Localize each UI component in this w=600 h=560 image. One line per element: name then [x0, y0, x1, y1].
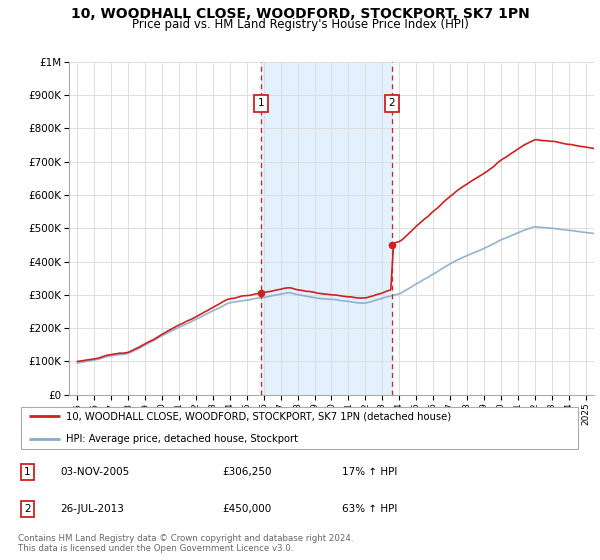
Text: 10, WOODHALL CLOSE, WOODFORD, STOCKPORT, SK7 1PN: 10, WOODHALL CLOSE, WOODFORD, STOCKPORT,…: [71, 7, 529, 21]
Text: £306,250: £306,250: [222, 467, 271, 477]
Text: Contains HM Land Registry data © Crown copyright and database right 2024.
This d: Contains HM Land Registry data © Crown c…: [18, 534, 353, 553]
Text: 03-NOV-2005: 03-NOV-2005: [60, 467, 129, 477]
Text: 2: 2: [24, 504, 31, 514]
Text: Price paid vs. HM Land Registry's House Price Index (HPI): Price paid vs. HM Land Registry's House …: [131, 18, 469, 31]
FancyBboxPatch shape: [21, 407, 578, 449]
Bar: [261, 62, 392, 395]
Text: 63% ↑ HPI: 63% ↑ HPI: [342, 504, 397, 514]
Text: 1: 1: [257, 98, 264, 108]
Text: 10, WOODHALL CLOSE, WOODFORD, STOCKPORT, SK7 1PN (detached house): 10, WOODHALL CLOSE, WOODFORD, STOCKPORT,…: [66, 412, 451, 421]
Text: HPI: Average price, detached house, Stockport: HPI: Average price, detached house, Stoc…: [66, 435, 298, 444]
Text: 1: 1: [24, 467, 31, 477]
Text: 17% ↑ HPI: 17% ↑ HPI: [342, 467, 397, 477]
Text: £450,000: £450,000: [222, 504, 271, 514]
Text: 26-JUL-2013: 26-JUL-2013: [60, 504, 124, 514]
Text: 2: 2: [388, 98, 395, 108]
